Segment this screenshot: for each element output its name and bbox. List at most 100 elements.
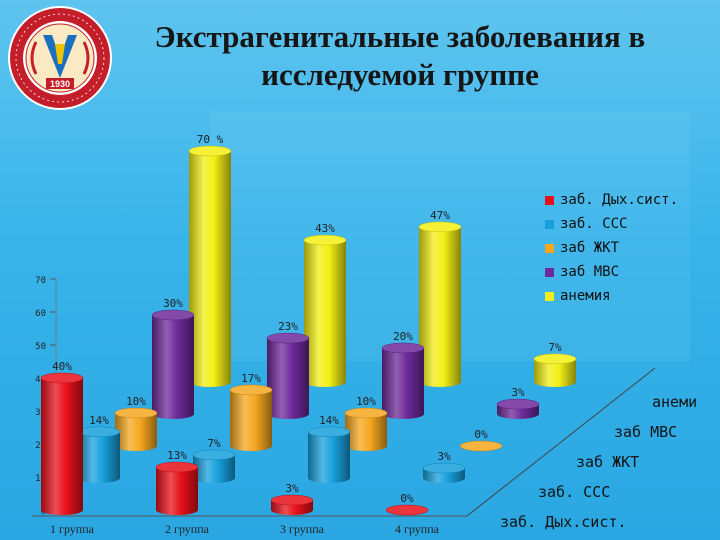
data-label: 3%: [511, 386, 525, 399]
category-label: 1 группа: [50, 522, 95, 536]
data-label: 10%: [126, 395, 146, 408]
data-label: 0%: [474, 428, 488, 441]
bar-top: [151, 309, 195, 321]
data-label: 20%: [393, 330, 413, 343]
bar-body: [78, 431, 120, 483]
bar-top: [229, 384, 273, 396]
bar-top: [422, 462, 466, 474]
depth-axis-label: заб. ССС: [538, 483, 610, 501]
data-label: 23%: [278, 320, 298, 333]
legend-item: заб МВС: [545, 260, 678, 284]
bar-body: [419, 226, 461, 387]
bar: [459, 440, 503, 452]
data-label: 13%: [167, 449, 187, 462]
title-line-1: Экстрагенитальные заболевания в: [154, 19, 646, 54]
category-label: 2 группа: [165, 522, 210, 536]
bar-top: [155, 461, 199, 473]
legend-label: анемия: [560, 288, 611, 304]
bar-body: [115, 413, 157, 451]
category-label: 4 группа: [395, 522, 440, 536]
bar: [422, 462, 466, 483]
bar-body: [193, 454, 235, 483]
bar-body: [230, 389, 272, 451]
bar-top: [192, 449, 236, 461]
legend-item: заб ЖКТ: [545, 236, 678, 260]
category-label: 3 группа: [280, 522, 325, 536]
data-label: 17%: [241, 372, 261, 385]
data-label: 10%: [356, 395, 376, 408]
data-label: 14%: [319, 414, 339, 427]
bar-top: [114, 407, 158, 419]
data-label: 3%: [437, 450, 451, 463]
data-label: 3%: [285, 482, 299, 495]
data-label: 7%: [548, 341, 562, 354]
bar-body: [304, 240, 346, 387]
slide-title: Экстрагенитальные заболевания в исследуе…: [130, 18, 670, 94]
bar-top: [188, 145, 232, 157]
depth-axis-label: заб МВС: [614, 423, 677, 441]
bar: [303, 234, 347, 387]
bar-body: [267, 338, 309, 419]
bar-top: [459, 440, 503, 452]
bar-body: [534, 358, 576, 387]
bar-top: [385, 504, 429, 516]
bar-top: [418, 221, 462, 233]
bar-top: [344, 407, 388, 419]
bar-top: [303, 234, 347, 246]
bar-top: [496, 398, 540, 410]
bar: [151, 309, 195, 419]
data-label: 47%: [430, 209, 450, 222]
legend-label: заб. Дых.сист.: [560, 192, 679, 208]
bar: [496, 398, 540, 419]
bar-body: [152, 315, 194, 419]
bar: [77, 426, 121, 483]
bar-top: [381, 342, 425, 354]
data-label: 40%: [52, 360, 72, 373]
bar-top: [270, 494, 314, 506]
bar-body: [308, 431, 350, 483]
bar-top: [307, 426, 351, 438]
data-label: 30%: [163, 297, 183, 310]
university-seal-icon: 1930: [8, 6, 112, 110]
legend-label: заб. ССС: [560, 216, 628, 232]
bar: [40, 372, 84, 515]
bar: [266, 332, 310, 419]
y-tick-label: 70: [35, 276, 46, 286]
data-label: 0%: [400, 492, 414, 505]
bar-body: [156, 467, 198, 515]
data-label: 43%: [315, 222, 335, 235]
bar: [381, 342, 425, 419]
bar-body: [382, 348, 424, 419]
bar-top: [266, 332, 310, 344]
svg-text:1930: 1930: [50, 79, 70, 89]
bar: [229, 384, 273, 451]
y-tick-label: 60: [35, 309, 46, 319]
bar: [533, 353, 577, 387]
bar: [192, 449, 236, 483]
chart-legend: заб. Дых.сист. заб. ССС заб ЖКТ заб МВС анем…: [545, 188, 678, 308]
legend-swatch: [545, 267, 554, 277]
y-tick-label: 50: [35, 342, 46, 352]
legend-item: заб. Дых.сист.: [545, 188, 678, 212]
depth-axis-label: заб. Дых.сист.: [500, 513, 626, 531]
bar-top: [40, 372, 84, 384]
bar: [188, 145, 232, 387]
data-label: 70 %: [197, 133, 224, 146]
depth-axis-label: заб ЖКТ: [576, 453, 639, 471]
bar: [418, 221, 462, 387]
bar-top: [533, 353, 577, 365]
bar: [155, 461, 199, 515]
bar-body: [41, 378, 83, 515]
legend-swatch: [545, 291, 554, 301]
bar-body: [345, 413, 387, 451]
legend-item: анемия: [545, 284, 678, 308]
legend-swatch: [545, 243, 554, 253]
data-label: 7%: [207, 437, 221, 450]
bar: [270, 494, 314, 515]
y-tick-label: 40: [35, 375, 46, 385]
data-label: 14%: [89, 414, 109, 427]
bar: [307, 426, 351, 483]
y-tick-label: 10: [35, 474, 46, 484]
legend-item: заб. ССС: [545, 212, 678, 236]
